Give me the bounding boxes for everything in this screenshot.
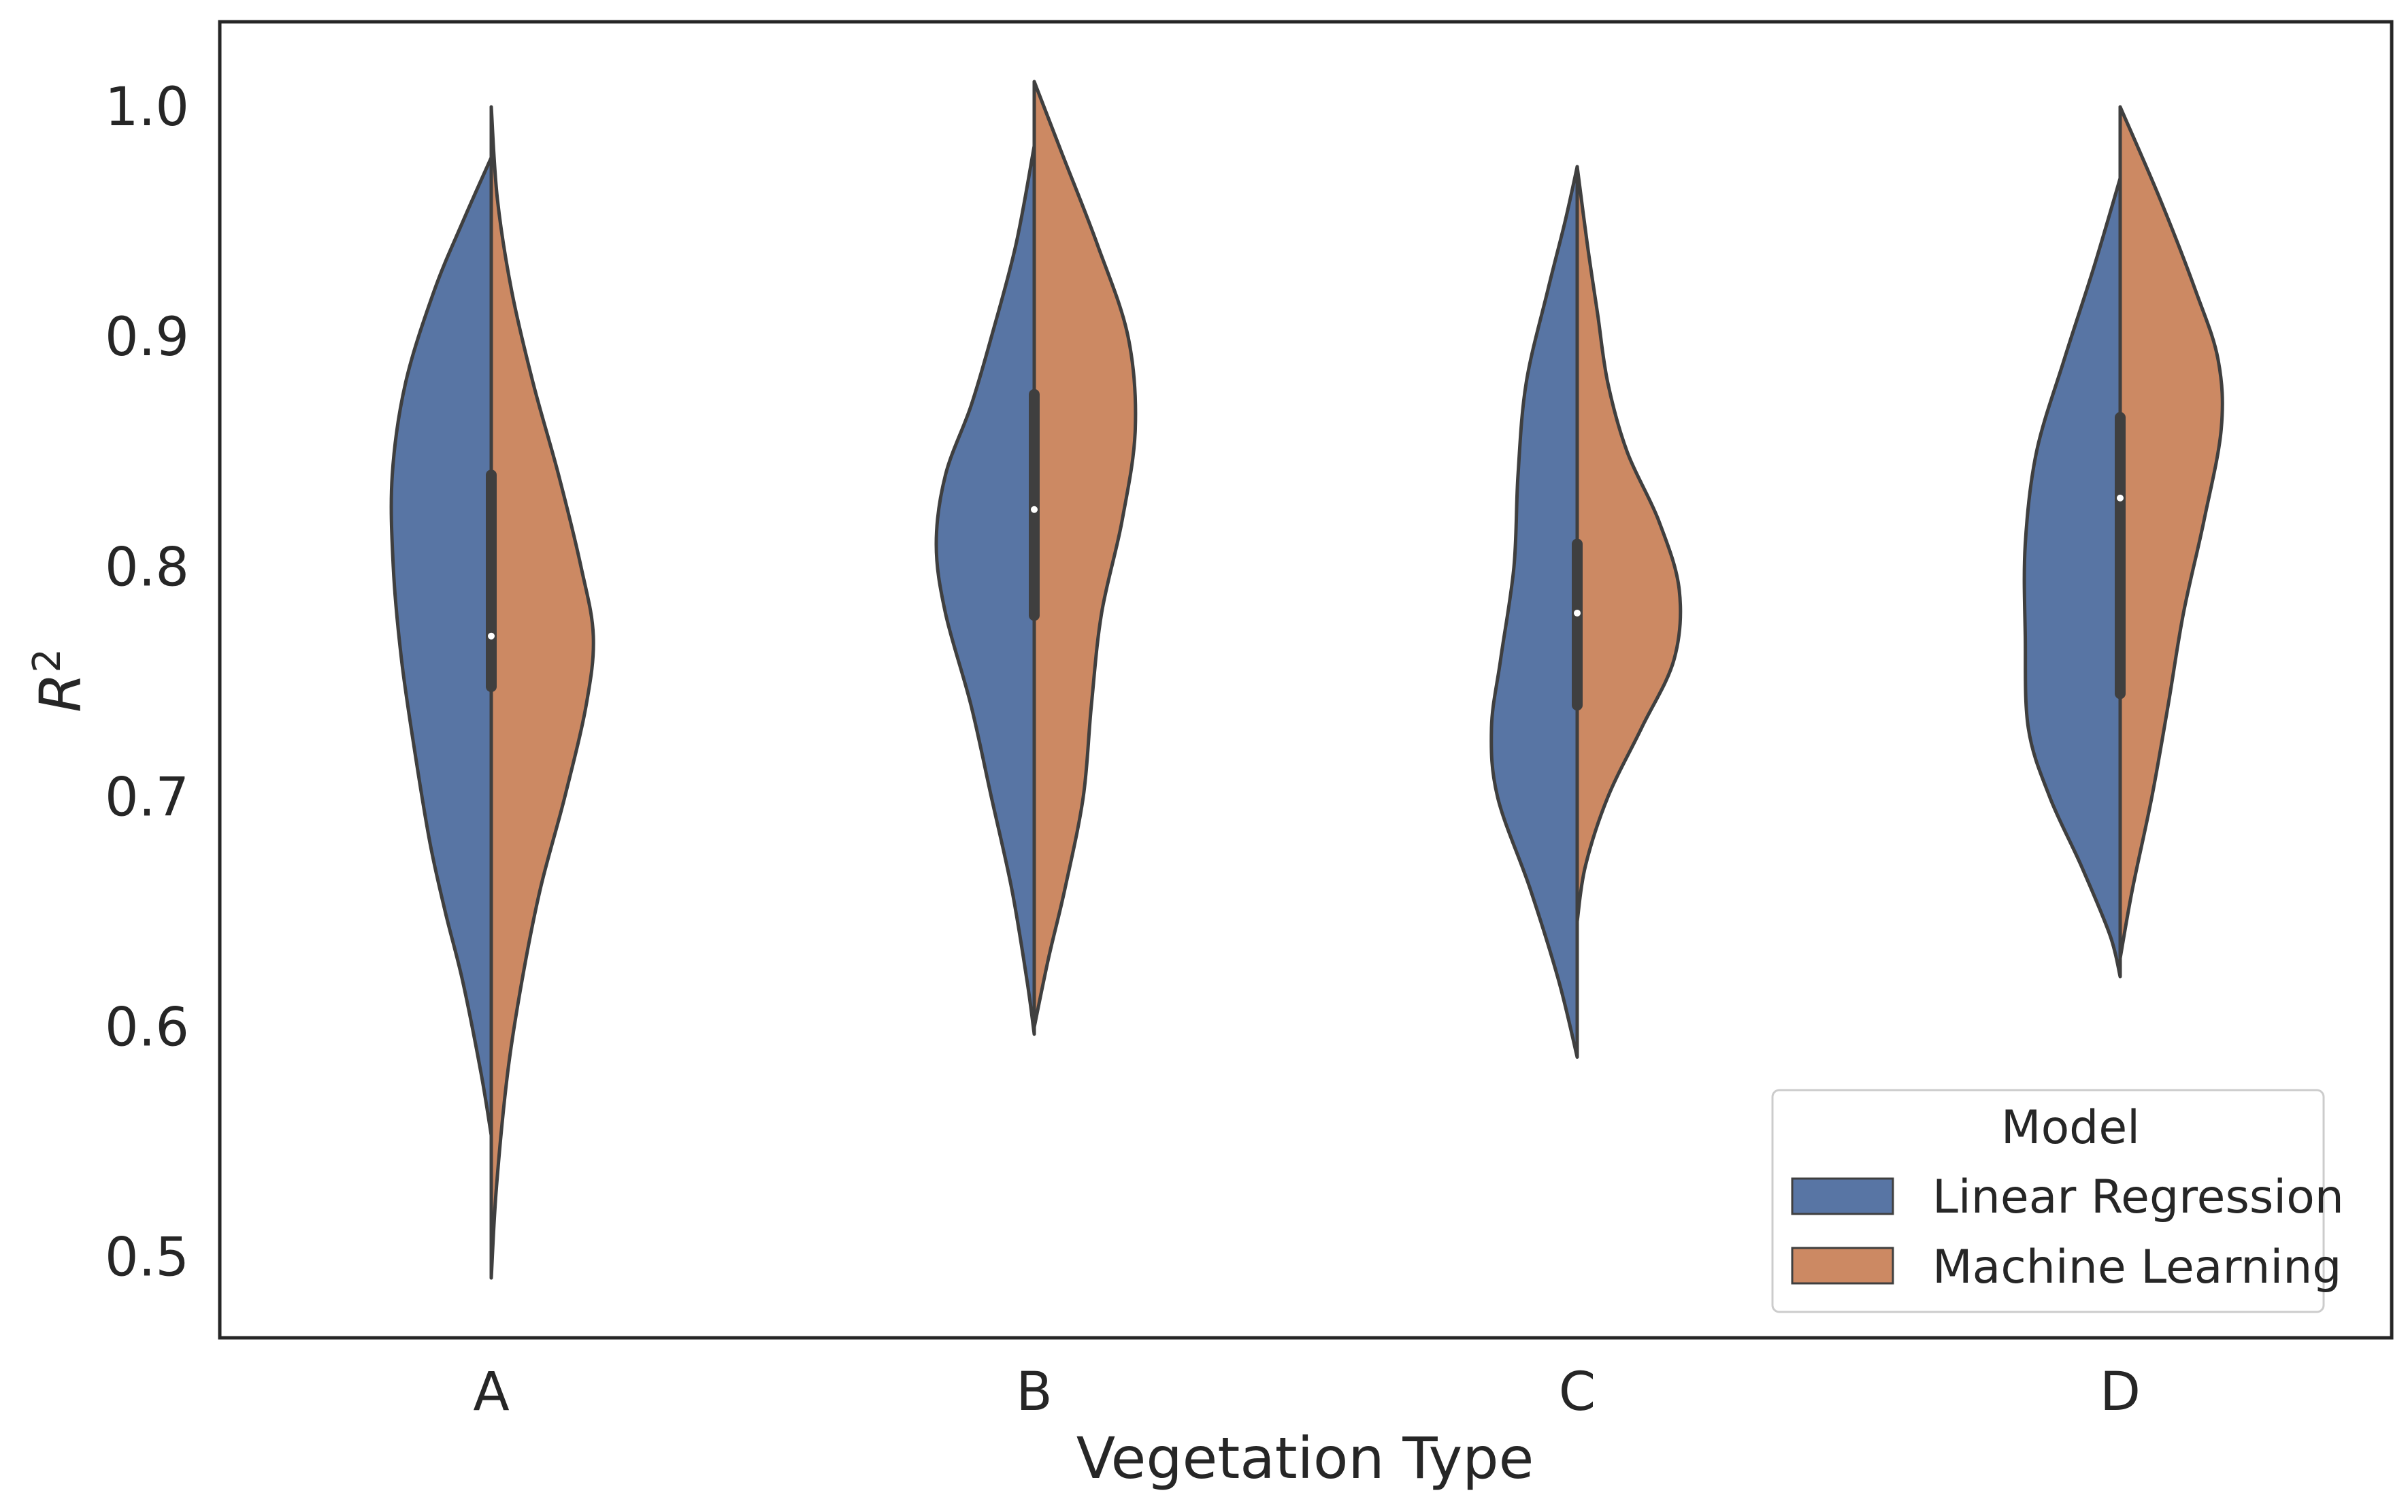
box-median-C — [1574, 609, 1581, 617]
violin-linear-regression-C — [1489, 165, 1579, 1059]
y-axis-label-superscript: 2 — [25, 648, 69, 673]
violin-linear-regression-A — [389, 155, 493, 1137]
x-axis-ticks: A B C D — [473, 1362, 2141, 1423]
violin-machine-learning-D — [2118, 105, 2224, 960]
legend-label-machine-learning: Machine Learning — [1932, 1240, 2341, 1294]
y-axis-label-main: R — [27, 673, 94, 712]
violins — [389, 80, 2224, 1280]
violin-machine-learning-A — [489, 105, 595, 1280]
violin-machine-learning-B — [1032, 80, 1138, 1030]
box-median-B — [1031, 506, 1038, 513]
y-tick-label: 0.8 — [105, 537, 189, 598]
violin-linear-regression-D — [2022, 176, 2122, 979]
y-tick-label: 0.5 — [105, 1228, 189, 1289]
y-tick-label: 0.7 — [105, 767, 189, 828]
y-tick-label: 0.6 — [105, 998, 189, 1059]
x-tick-label-A: A — [473, 1362, 509, 1423]
x-tick-label-B: B — [1016, 1362, 1053, 1423]
y-axis-ticks: 0.5 0.6 0.7 0.8 0.9 1.0 — [105, 77, 189, 1289]
legend-swatch-machine-learning — [1791, 1247, 1894, 1285]
y-axis-label: R2 — [25, 648, 94, 712]
violin-linear-regression-B — [934, 144, 1036, 1036]
legend-swatch-linear-regression — [1791, 1177, 1894, 1215]
box-median-D — [2117, 494, 2124, 502]
plot-frame — [218, 20, 2394, 1340]
legend-frame — [1771, 1089, 2325, 1313]
y-tick-label: 1.0 — [105, 77, 189, 138]
x-tick-label-D: D — [2100, 1362, 2141, 1423]
legend: Model Linear Regression Machine Learning — [1771, 1089, 2344, 1313]
x-tick-label-C: C — [1559, 1362, 1596, 1423]
box-plots — [486, 389, 2126, 711]
y-tick-label: 0.9 — [105, 307, 189, 368]
legend-label-linear-regression: Linear Regression — [1932, 1170, 2344, 1224]
x-axis-label: Vegetation Type — [1076, 1425, 1534, 1492]
legend-title: Model — [2001, 1101, 2140, 1155]
box-median-A — [488, 632, 495, 640]
violin-machine-learning-C — [1575, 165, 1683, 923]
